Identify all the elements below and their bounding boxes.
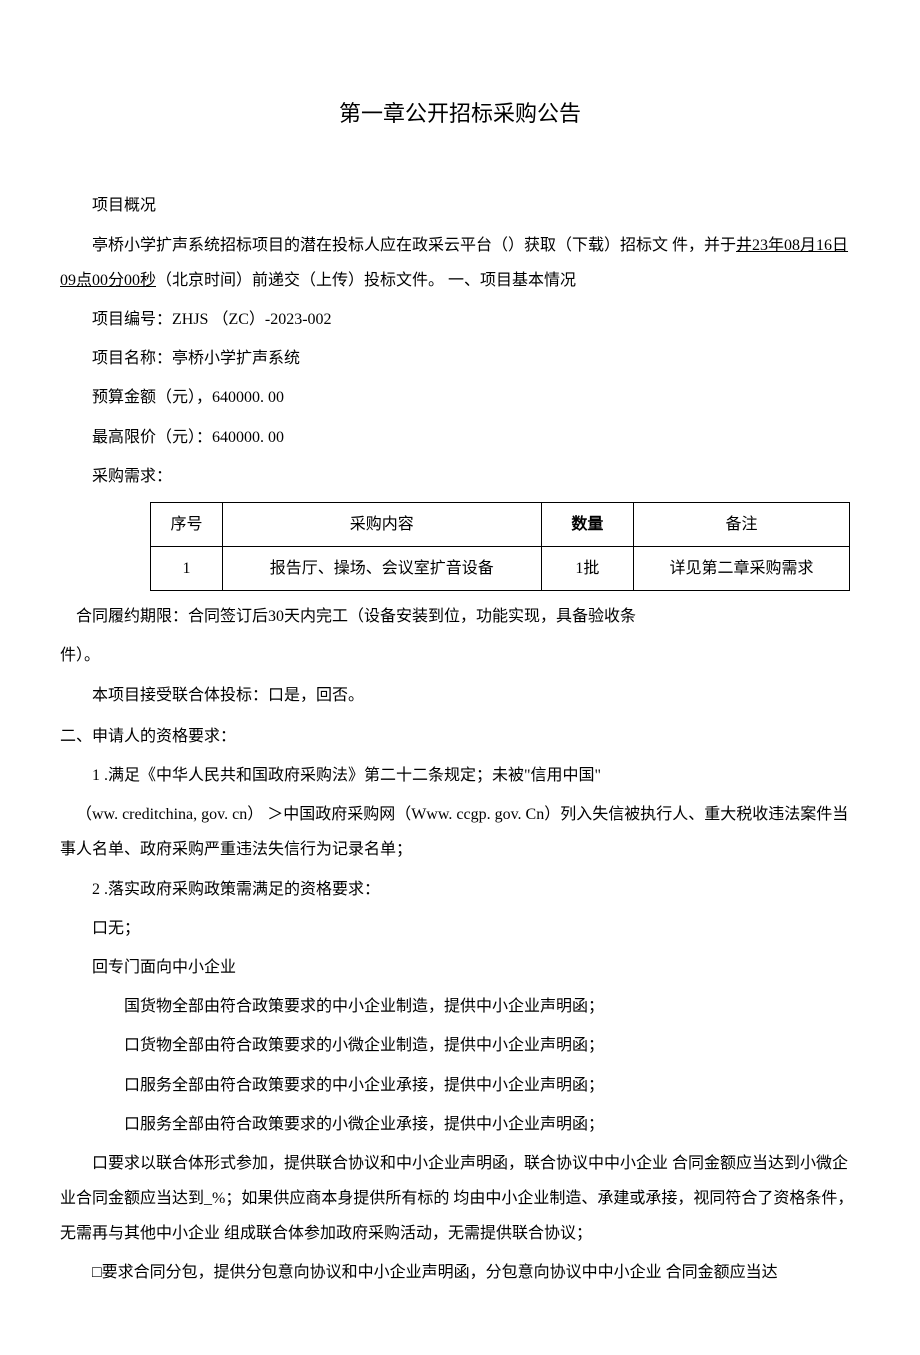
header-seq: 序号 (151, 502, 223, 546)
intro-text-1: 亭桥小学扩声系统招标项目的潜在投标人应在政采云平台（）获取（下载）招标文 件，并… (92, 237, 736, 254)
requirement-2-1: 1 .满足《中华人民共和国政府采购法》第二十二条规定；未被"信用中国" (60, 758, 860, 793)
section-2-title: 二、申请人的资格要求： (60, 719, 860, 754)
option-none: 口无； (60, 911, 860, 946)
contract-period-2: 件）。 (60, 638, 860, 673)
consortium-option: 本项目接受联合体投标：口是，回否。 (60, 678, 860, 713)
option-sme-service-1: 口服务全部由符合政策要求的中小企业承接，提供中小企业声明函； (60, 1068, 860, 1103)
cell-content: 报告厅、操场、会议室扩音设备 (222, 547, 541, 591)
table-row: 1 报告厅、操场、会议室扩音设备 1批 详见第二章采购需求 (151, 547, 850, 591)
project-number: 项目编号：ZHJS （ZC）-2023-002 (60, 302, 860, 337)
header-note: 备注 (634, 502, 850, 546)
requirements-label: 采购需求： (60, 459, 860, 494)
option-subcontract: □要求合同分包，提供分包意向协议和中小企业声明函，分包意向协议中中小企业 合同金… (60, 1255, 860, 1290)
cell-note: 详见第二章采购需求 (634, 547, 850, 591)
cell-qty: 1批 (541, 547, 634, 591)
cell-seq: 1 (151, 547, 223, 591)
option-sme-goods-2: 口货物全部由符合政策要求的小微企业制造，提供中小企业声明函； (60, 1028, 860, 1063)
requirement-2-2: 2 .落实政府采购政策需满足的资格要求： (60, 872, 860, 907)
option-sme-goods-1: 国货物全部由符合政策要求的中小企业制造，提供中小企业声明函； (60, 989, 860, 1024)
table-header-row: 序号 采购内容 数量 备注 (151, 502, 850, 546)
requirement-2-1b: （ww. creditchina, gov. cn） ＞中国政府采购网（Www.… (60, 797, 860, 867)
contract-period-1: 合同履约期限：合同签订后30天内完工（设备安装到位，功能实现，具备验收条 (60, 599, 860, 634)
option-sme-service-2: 口服务全部由符合政策要求的小微企业承接，提供中小企业声明函； (60, 1107, 860, 1142)
header-qty: 数量 (541, 502, 634, 546)
max-price: 最高限价（元）：640000. 00 (60, 420, 860, 455)
overview-label: 项目概况 (60, 188, 860, 223)
header-content: 采购内容 (222, 502, 541, 546)
project-name: 项目名称：亭桥小学扩声系统 (60, 341, 860, 376)
option-consortium: 口要求以联合体形式参加，提供联合协议和中小企业声明函，联合协议中中小企业 合同金… (60, 1146, 860, 1252)
option-sme: 回专门面向中小企业 (60, 950, 860, 985)
intro-paragraph: 亭桥小学扩声系统招标项目的潜在投标人应在政采云平台（）获取（下载）招标文 件，并… (60, 228, 860, 298)
intro-text-2: （北京时间）前递交（上传）投标文件。 一、项目基本情况 (156, 272, 576, 289)
chapter-title: 第一章公开招标采购公告 (60, 90, 860, 138)
requirements-table: 序号 采购内容 数量 备注 1 报告厅、操场、会议室扩音设备 1批 详见第二章采… (150, 502, 850, 591)
budget-amount: 预算金额（元），640000. 00 (60, 380, 860, 415)
